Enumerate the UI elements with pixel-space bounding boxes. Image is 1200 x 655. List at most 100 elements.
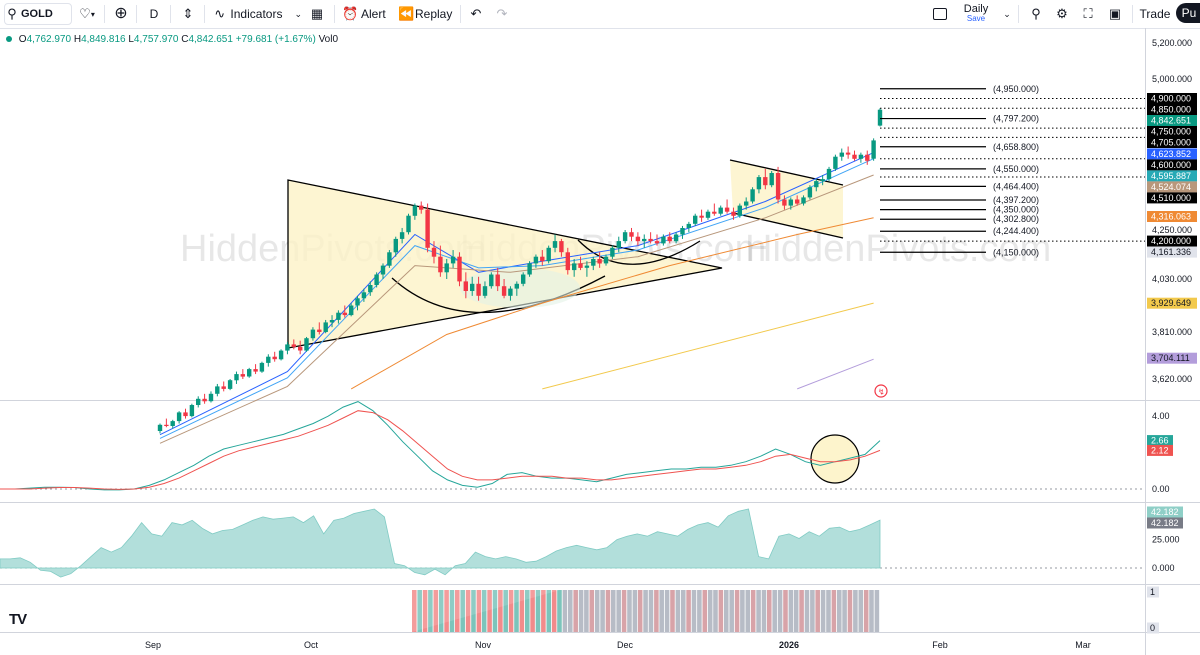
histogram-bar	[476, 590, 482, 632]
publish-button[interactable]: Pu	[1176, 3, 1200, 23]
compare-button[interactable]: ♡ ▾	[74, 0, 100, 28]
histogram-bar	[707, 590, 713, 632]
candle-body	[680, 228, 685, 235]
alert-marker[interactable]: ↯	[874, 384, 888, 398]
oscillator-area	[0, 508, 881, 578]
top-toolbar: ⚲ GOLD ♡ ▾ ⊕ D ⇕ ∿ Indicators ⌄ ▦ ⏰ Alert…	[0, 0, 1200, 29]
price-tag-label: 4,750.000	[1151, 127, 1191, 137]
templates-button[interactable]: ▦	[306, 0, 328, 28]
candle-body	[355, 298, 360, 306]
replay-button[interactable]: ⏪ Replay	[398, 0, 454, 28]
wedge-pattern	[729, 159, 844, 239]
indicators-button[interactable]: ∿ Indicators ⌄	[212, 0, 302, 28]
layout-menu-button[interactable]: ⌄	[1000, 0, 1014, 28]
candle-body	[444, 263, 449, 273]
candle-body	[756, 177, 762, 190]
histogram-bar	[804, 590, 810, 632]
candle-body	[795, 199, 800, 204]
divider	[460, 5, 461, 23]
time-tick-label: Mar	[1075, 640, 1091, 650]
candle-body	[170, 421, 175, 426]
price-tag-label: 3,704.111	[1151, 353, 1190, 363]
histogram-bar	[858, 590, 864, 632]
price-tag	[1147, 104, 1197, 115]
undo-button[interactable]: ↶	[466, 0, 486, 28]
price-tag-label: 4,161.336	[1151, 247, 1191, 257]
histogram-bar	[869, 590, 874, 632]
price-tag	[1147, 148, 1197, 160]
price-tag-label: 4,524.074	[1151, 182, 1191, 192]
histogram-bar	[422, 590, 428, 632]
candle-body	[215, 386, 220, 394]
candle-body	[482, 286, 488, 296]
interval-label: D	[149, 7, 159, 21]
layout-button[interactable]	[930, 0, 950, 28]
candle-body	[234, 374, 239, 381]
candle-body	[329, 320, 335, 323]
candle-body	[323, 322, 328, 332]
histogram-bar	[428, 590, 433, 632]
oscillator-tick-label: 0.000	[1152, 563, 1175, 573]
candle-body	[399, 232, 405, 239]
candle-body	[387, 252, 392, 266]
histogram-bar	[659, 590, 664, 632]
candle-body	[285, 344, 290, 351]
candle-body	[552, 241, 558, 248]
candle-body	[457, 256, 462, 282]
candle-body	[775, 173, 781, 200]
layout-name-button[interactable]: Daily Save	[958, 0, 994, 28]
price-tag	[1147, 170, 1197, 182]
histogram-tick-label: 0	[1150, 623, 1155, 633]
candle-body	[565, 252, 570, 271]
candle-body	[361, 292, 367, 299]
price-tag	[1147, 126, 1197, 137]
trade-button[interactable]: Trade	[1138, 0, 1172, 28]
candle-body	[310, 329, 316, 339]
moving-average-line	[797, 358, 874, 390]
oscillator-tag	[1147, 444, 1173, 456]
tradingview-logo[interactable]: TV	[9, 611, 27, 628]
histogram-bar	[767, 590, 772, 632]
histogram-bar	[455, 590, 460, 632]
symbol-search[interactable]: ⚲ GOLD	[4, 3, 72, 25]
publish-label: Pu	[1181, 6, 1197, 20]
candle-body	[616, 241, 621, 248]
price-tick-label: 4,250.000	[1152, 225, 1192, 235]
replay-label: Replay	[415, 7, 453, 21]
chart-area[interactable]: HiddenPivots.com HiddenPivots.com Hidden…	[0, 28, 1200, 655]
quick-search-button[interactable]: ⚲	[1026, 0, 1046, 28]
candle-body	[291, 344, 296, 347]
candle-body	[476, 283, 481, 296]
histogram-bar	[584, 590, 589, 632]
bar-style-button[interactable]: ⇕	[178, 0, 198, 28]
price-tag	[1147, 211, 1197, 222]
histogram-bar	[417, 590, 422, 632]
candle-body	[693, 215, 698, 224]
candle-body	[508, 288, 513, 296]
histogram-bar	[675, 590, 681, 632]
price-tick-label: 5,000.000	[1152, 74, 1192, 84]
candle-body	[629, 232, 634, 237]
candle-body	[438, 256, 443, 273]
histogram-bar	[546, 590, 552, 632]
alert-button[interactable]: ⏰ Alert	[342, 0, 390, 28]
candle-body	[635, 236, 641, 242]
add-symbol-button[interactable]: ⊕	[110, 0, 132, 28]
histogram-bar	[643, 590, 648, 632]
candle-body	[157, 424, 163, 431]
alert-label: Alert	[361, 7, 386, 21]
redo-button[interactable]: ↷	[492, 0, 512, 28]
candle-body	[654, 241, 660, 244]
time-axis[interactable]: Sep Oct Nov Dec 2026 Feb Mar	[145, 640, 1091, 650]
histogram-bar	[573, 590, 578, 632]
price-tag	[1147, 235, 1197, 247]
interval-button[interactable]: D	[144, 0, 164, 28]
candle-body	[266, 356, 271, 363]
settings-button[interactable]: ⚙	[1052, 0, 1072, 28]
histogram-bar	[562, 590, 568, 632]
quick-search-icon: ⚲	[1031, 6, 1041, 21]
price-tag-label: 4,600.000	[1151, 160, 1191, 170]
snapshot-button[interactable]: ▣	[1104, 0, 1126, 28]
price-tick-label: 3,810.000	[1152, 327, 1192, 337]
fullscreen-button[interactable]: ⛶	[1078, 0, 1098, 28]
